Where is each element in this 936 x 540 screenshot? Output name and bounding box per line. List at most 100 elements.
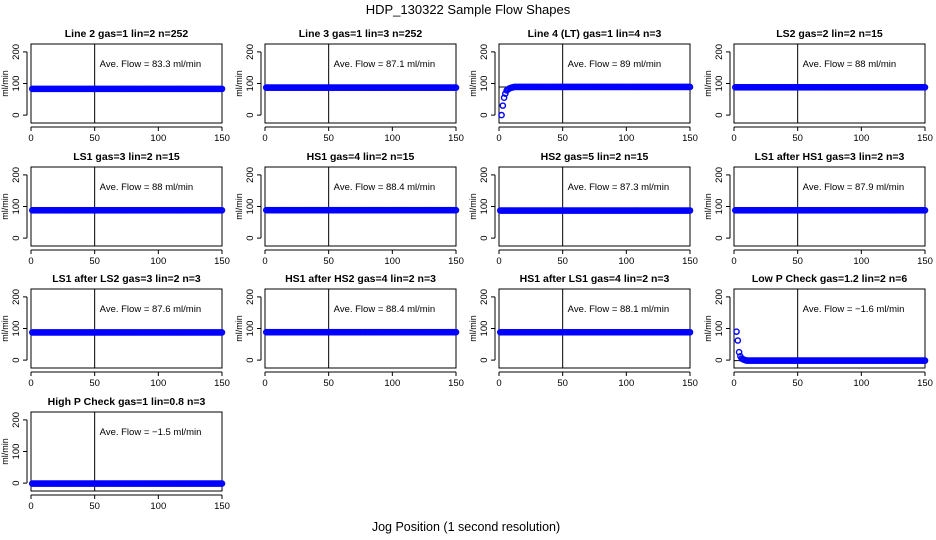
average-flow-annotation: Ave. Flow = 87.9 ml/min <box>803 182 904 193</box>
x-tick-label: 50 <box>557 133 568 144</box>
average-flow-annotation: Ave. Flow = −1.6 ml/min <box>803 304 905 315</box>
data-point <box>733 328 740 335</box>
x-tick-label: 50 <box>323 378 334 389</box>
chart-panel-2: Line 3 gas=1 lin=3 n=252 0 50 100 150 0 100 200… <box>234 28 464 144</box>
y-tick-label: 100 <box>714 76 725 92</box>
x-tick-label: 100 <box>853 133 869 144</box>
x-tick-label: 150 <box>917 256 933 267</box>
plot-frame <box>498 43 691 124</box>
average-flow-annotation: Ave. Flow = 89 ml/min <box>568 59 662 70</box>
plot-frame <box>733 166 926 247</box>
y-tick-label: 100 <box>714 199 725 215</box>
y-tick-label: 0 <box>714 235 725 240</box>
y-tick-label: 100 <box>479 199 490 215</box>
x-tick-label: 100 <box>384 378 400 389</box>
data-point <box>921 357 929 364</box>
y-tick-label: 0 <box>245 357 256 362</box>
y-tick-label: 100 <box>479 76 490 92</box>
chart-panel-7: HS2 gas=5 lin=2 n=15 0 50 100 150 0 100 200ml/m… <box>468 151 698 267</box>
average-flow-annotation: Ave. Flow = 87.6 ml/min <box>100 304 201 315</box>
y-tick-label: 200 <box>245 289 256 305</box>
data-point <box>686 83 694 91</box>
x-tick-label: 0 <box>731 133 736 144</box>
y-tick-label: 0 <box>11 235 22 240</box>
chart-panel-9: LS1 after LS2 gas=3 lin=2 n=3 0 50 100 150 0 1… <box>0 273 230 389</box>
y-tick-label: 0 <box>11 357 22 362</box>
x-tick-label: 0 <box>28 378 33 389</box>
y-tick-label: 100 <box>11 444 22 460</box>
y-tick-label: 200 <box>11 289 22 305</box>
chart-panel-6: HS1 gas=4 lin=2 n=15 0 50 100 150 0 100 200ml/m… <box>234 151 464 267</box>
panel-title: Line 3 gas=1 lin=3 n=252 <box>299 28 423 40</box>
y-tick-label: 200 <box>245 167 256 183</box>
y-tick-label: 100 <box>11 76 22 92</box>
x-tick-label: 0 <box>28 133 33 144</box>
y-tick-label: 100 <box>245 321 256 337</box>
x-tick-label: 150 <box>682 378 698 389</box>
panels: Line 2 gas=1 lin=2 n=252 0 50 100 150 0 100 200… <box>0 28 933 512</box>
y-tick-label: 0 <box>479 357 490 362</box>
y-axis-label: ml/min <box>703 70 713 97</box>
plot-frame <box>733 43 926 124</box>
y-tick-label: 100 <box>11 321 22 337</box>
y-tick-label: 0 <box>479 112 490 117</box>
figure-x-label: Jog Position (1 second resolution) <box>372 520 560 534</box>
x-tick-label: 0 <box>262 133 267 144</box>
chart-panel-8: LS1 after HS1 gas=3 lin=2 n=3 0 50 100 150 0 1… <box>703 151 933 267</box>
chart-panel-11: HS1 after LS1 gas=4 lin=2 n=3 0 50 100 150 0 1… <box>468 273 698 389</box>
data-points <box>28 480 226 487</box>
x-tick-label: 100 <box>150 501 166 512</box>
x-tick-label: 100 <box>618 378 634 389</box>
x-tick-label: 50 <box>323 256 334 267</box>
y-tick-label: 0 <box>245 235 256 240</box>
average-flow-annotation: Ave. Flow = 88 ml/min <box>100 182 194 193</box>
panel-title: HS2 gas=5 lin=2 n=15 <box>541 151 649 163</box>
data-points <box>496 207 694 214</box>
data-point <box>218 329 226 336</box>
average-flow-annotation: Ave. Flow = 88.4 ml/min <box>334 304 435 315</box>
x-tick-label: 50 <box>557 378 568 389</box>
chart-panel-5: LS1 gas=3 lin=2 n=15 0 50 100 150 0 100 200ml/m… <box>0 151 230 267</box>
y-tick-label: 100 <box>245 199 256 215</box>
x-tick-label: 100 <box>618 133 634 144</box>
x-tick-label: 150 <box>682 133 698 144</box>
y-tick-label: 200 <box>479 289 490 305</box>
data-points <box>262 84 460 91</box>
average-flow-annotation: Ave. Flow = 88.1 ml/min <box>568 304 669 315</box>
x-tick-label: 100 <box>384 133 400 144</box>
y-tick-label: 200 <box>245 44 256 60</box>
y-axis-label: ml/min <box>703 193 713 220</box>
x-tick-label: 100 <box>618 256 634 267</box>
x-tick-label: 50 <box>89 133 100 144</box>
plot-frame <box>30 411 223 492</box>
data-point <box>498 111 505 119</box>
data-points <box>28 206 226 214</box>
data-point <box>218 85 226 93</box>
x-tick-label: 50 <box>89 256 100 267</box>
plot-frame <box>30 288 223 369</box>
data-point <box>921 83 929 91</box>
x-tick-label: 150 <box>214 501 230 512</box>
average-flow-annotation: Ave. Flow = −1.5 ml/min <box>100 427 202 438</box>
y-tick-label: 200 <box>479 167 490 183</box>
data-point <box>686 207 694 214</box>
data-point <box>218 206 226 214</box>
x-tick-label: 150 <box>214 378 230 389</box>
x-tick-label: 150 <box>448 256 464 267</box>
y-axis-label: ml/min <box>468 70 478 97</box>
x-tick-label: 50 <box>792 133 803 144</box>
plot-frame <box>30 166 223 247</box>
data-points <box>262 328 460 336</box>
x-tick-label: 0 <box>496 256 501 267</box>
x-tick-label: 50 <box>792 256 803 267</box>
data-points <box>731 83 929 91</box>
x-tick-label: 0 <box>496 133 501 144</box>
x-tick-label: 150 <box>917 133 933 144</box>
panel-title: Line 4 (LT) gas=1 lin=4 n=3 <box>528 28 662 40</box>
x-tick-label: 0 <box>28 256 33 267</box>
y-tick-label: 0 <box>714 357 725 362</box>
y-axis-label: ml/min <box>703 315 713 342</box>
panel-title: High P Check gas=1 lin=0.8 n=3 <box>48 396 206 408</box>
y-tick-label: 200 <box>11 44 22 60</box>
